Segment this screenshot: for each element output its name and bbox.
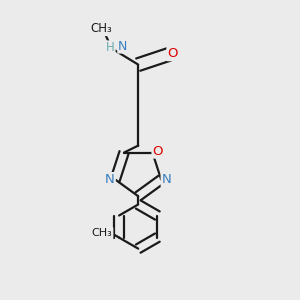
Text: N: N: [105, 173, 115, 186]
Text: N: N: [118, 40, 128, 52]
Text: O: O: [167, 47, 178, 60]
Text: CH₃: CH₃: [91, 22, 112, 35]
Text: CH₃: CH₃: [92, 228, 112, 238]
Text: N: N: [162, 173, 171, 186]
Text: H: H: [106, 41, 115, 54]
Text: O: O: [152, 145, 163, 158]
